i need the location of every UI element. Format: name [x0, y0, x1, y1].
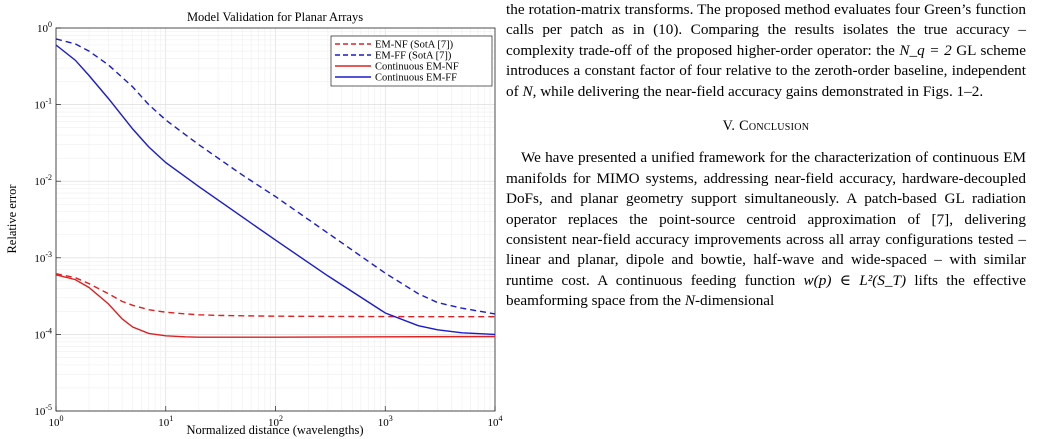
tick-label-y: 100 [37, 20, 52, 35]
paragraph-1: the rotation-matrix transforms. The prop… [506, 1, 1026, 100]
tick-label-x: 103 [378, 414, 393, 429]
chart-series [55, 38, 496, 338]
legend-label-2: EM-FF (SotA [7]) [375, 51, 452, 62]
chart-legend: EM-NF (SotA [7])EM-FF (SotA [7])Continuo… [330, 35, 493, 87]
axis-ticks: 100 101 102 103 104 10-5 10-4 10-3 10-2 10-1 100 [34, 20, 502, 429]
error-chart: 100 101 102 103 104 10-5 10-4 10-3 10-2 10-1 100 E… [5, 10, 503, 437]
paper-text-column: the rotation-matrix transforms. The prop… [506, 0, 1026, 312]
y-axis-label: Relative error [5, 184, 19, 254]
tick-label-y: 10-1 [34, 97, 52, 112]
tick-label-y: 10-3 [34, 250, 52, 265]
tick-label-y: 10-2 [34, 173, 52, 188]
tick-label-x: 101 [158, 414, 173, 429]
tick-label-x: 104 [488, 414, 503, 429]
chart-grid [55, 28, 495, 412]
math-nq: N_q = 2 [899, 41, 952, 59]
tick-label-y: 10-5 [34, 403, 52, 418]
math-n-2: N [684, 292, 695, 310]
series-line-3 [55, 274, 496, 338]
tick-label-x: 102 [268, 414, 283, 429]
series-line-4 [55, 44, 496, 336]
chart-title: Model Validation for Planar Arrays [187, 10, 363, 24]
legend-label-4: Continuous EM-FF [375, 73, 457, 84]
legend-label-3: Continuous EM-NF [375, 62, 459, 73]
paragraph-2: We have presented a unified framework fo… [506, 149, 1027, 310]
math-w: w(p) ∈ L²(S_T) [803, 271, 907, 289]
legend-label-1: EM-NF (SotA [7]) [375, 40, 454, 51]
x-axis-label: Normalized distance (wavelengths) [186, 423, 363, 437]
tick-label-y: 10-4 [34, 326, 52, 341]
math-n: N [522, 82, 533, 100]
tick-label-x: 100 [49, 414, 64, 429]
section-heading: V. Conclusion [722, 118, 810, 135]
